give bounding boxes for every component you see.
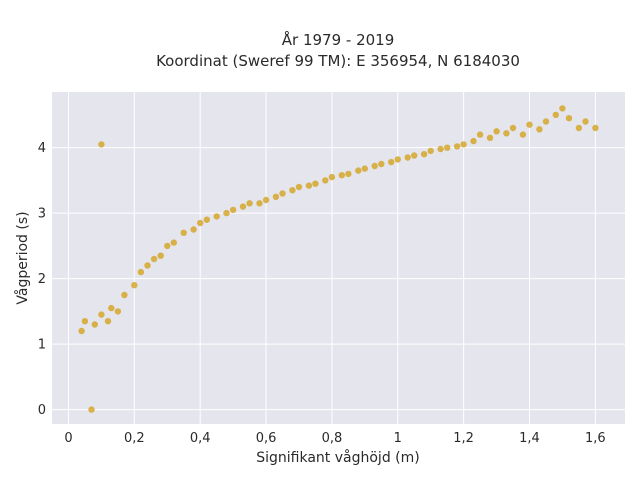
y-tick-label: 1 <box>38 338 46 353</box>
chart-title-line-1: År 1979 - 2019 <box>282 30 395 49</box>
data-point <box>509 124 517 132</box>
data-point <box>460 141 467 148</box>
data-point <box>295 183 303 191</box>
data-point <box>503 130 510 137</box>
x-tick-label: 1,4 <box>519 431 540 446</box>
data-point <box>328 173 336 181</box>
data-point <box>427 147 434 155</box>
chart-title-line-2: Koordinat (Sweref 99 TM): E 356954, N 61… <box>156 52 520 70</box>
data-point <box>470 137 477 145</box>
data-point <box>355 167 362 174</box>
data-point <box>114 308 122 315</box>
data-point <box>322 177 329 184</box>
data-point <box>404 154 411 161</box>
data-point <box>542 118 550 125</box>
data-point <box>197 219 204 227</box>
data-point <box>378 160 385 168</box>
data-point <box>150 255 158 263</box>
data-point <box>203 216 210 223</box>
data-point <box>98 311 105 318</box>
data-point <box>371 162 378 170</box>
data-point <box>444 144 451 151</box>
data-point <box>131 282 138 289</box>
data-point <box>437 145 444 153</box>
data-point <box>388 158 395 166</box>
data-point <box>164 242 171 250</box>
x-tick-label: 1 <box>394 431 402 446</box>
data-point <box>256 200 263 207</box>
data-point <box>486 134 494 141</box>
data-point <box>229 206 237 214</box>
y-axis-label: Vågperiod (s) <box>14 211 31 304</box>
y-tick-label: 0 <box>38 403 46 418</box>
data-point <box>575 124 583 132</box>
data-point <box>279 190 286 197</box>
x-axis-label: Signifikant våghöjd (m) <box>256 449 419 466</box>
x-tick-label: 0,2 <box>124 431 145 446</box>
data-point <box>345 170 352 178</box>
data-point <box>536 126 543 133</box>
data-point <box>91 321 99 328</box>
x-tick-label: 0,6 <box>256 431 277 446</box>
data-point <box>180 229 187 236</box>
data-point <box>104 318 112 325</box>
data-point <box>170 239 177 246</box>
x-tick-label: 1,2 <box>453 431 474 446</box>
data-points <box>78 105 599 413</box>
data-point <box>559 105 566 112</box>
data-point <box>411 152 418 159</box>
x-tick-label: 1,6 <box>585 431 606 446</box>
data-point <box>98 141 105 148</box>
data-point <box>81 318 89 325</box>
x-tick-label: 0,4 <box>190 431 211 446</box>
data-point <box>526 121 533 128</box>
y-tick-label: 3 <box>38 207 46 222</box>
data-point <box>88 406 95 413</box>
data-point <box>190 226 197 233</box>
data-point <box>361 165 368 172</box>
data-point <box>223 209 230 217</box>
data-point <box>582 118 589 125</box>
data-point <box>493 128 500 135</box>
data-point <box>305 182 313 189</box>
data-point <box>289 187 296 194</box>
y-tick-label: 4 <box>38 141 46 156</box>
data-point <box>213 213 220 220</box>
y-tick-label: 2 <box>38 272 46 287</box>
data-point <box>592 124 599 132</box>
data-point <box>272 193 280 200</box>
tick-labels: 0 0,2 0,4 0,6 0,8 1 1,2 1,4 1,6 0 1 2 3 4 <box>38 141 606 446</box>
data-point <box>239 203 247 210</box>
data-point <box>394 156 401 163</box>
data-point <box>453 143 461 150</box>
data-point <box>157 252 164 259</box>
data-point <box>476 131 484 138</box>
data-point <box>338 172 345 179</box>
plot-area <box>52 92 625 424</box>
data-point <box>121 291 128 299</box>
data-point <box>312 180 319 187</box>
gridlines <box>52 92 625 424</box>
data-point <box>552 111 559 119</box>
data-point <box>137 268 145 276</box>
data-point <box>519 131 527 138</box>
data-point <box>262 196 270 204</box>
data-point <box>108 304 115 312</box>
data-point <box>565 115 573 122</box>
x-tick-label: 0,8 <box>322 431 343 446</box>
data-point <box>420 151 428 158</box>
x-tick-label: 0 <box>64 431 72 446</box>
data-point <box>246 200 253 207</box>
data-point <box>78 327 85 335</box>
data-point <box>144 262 151 269</box>
